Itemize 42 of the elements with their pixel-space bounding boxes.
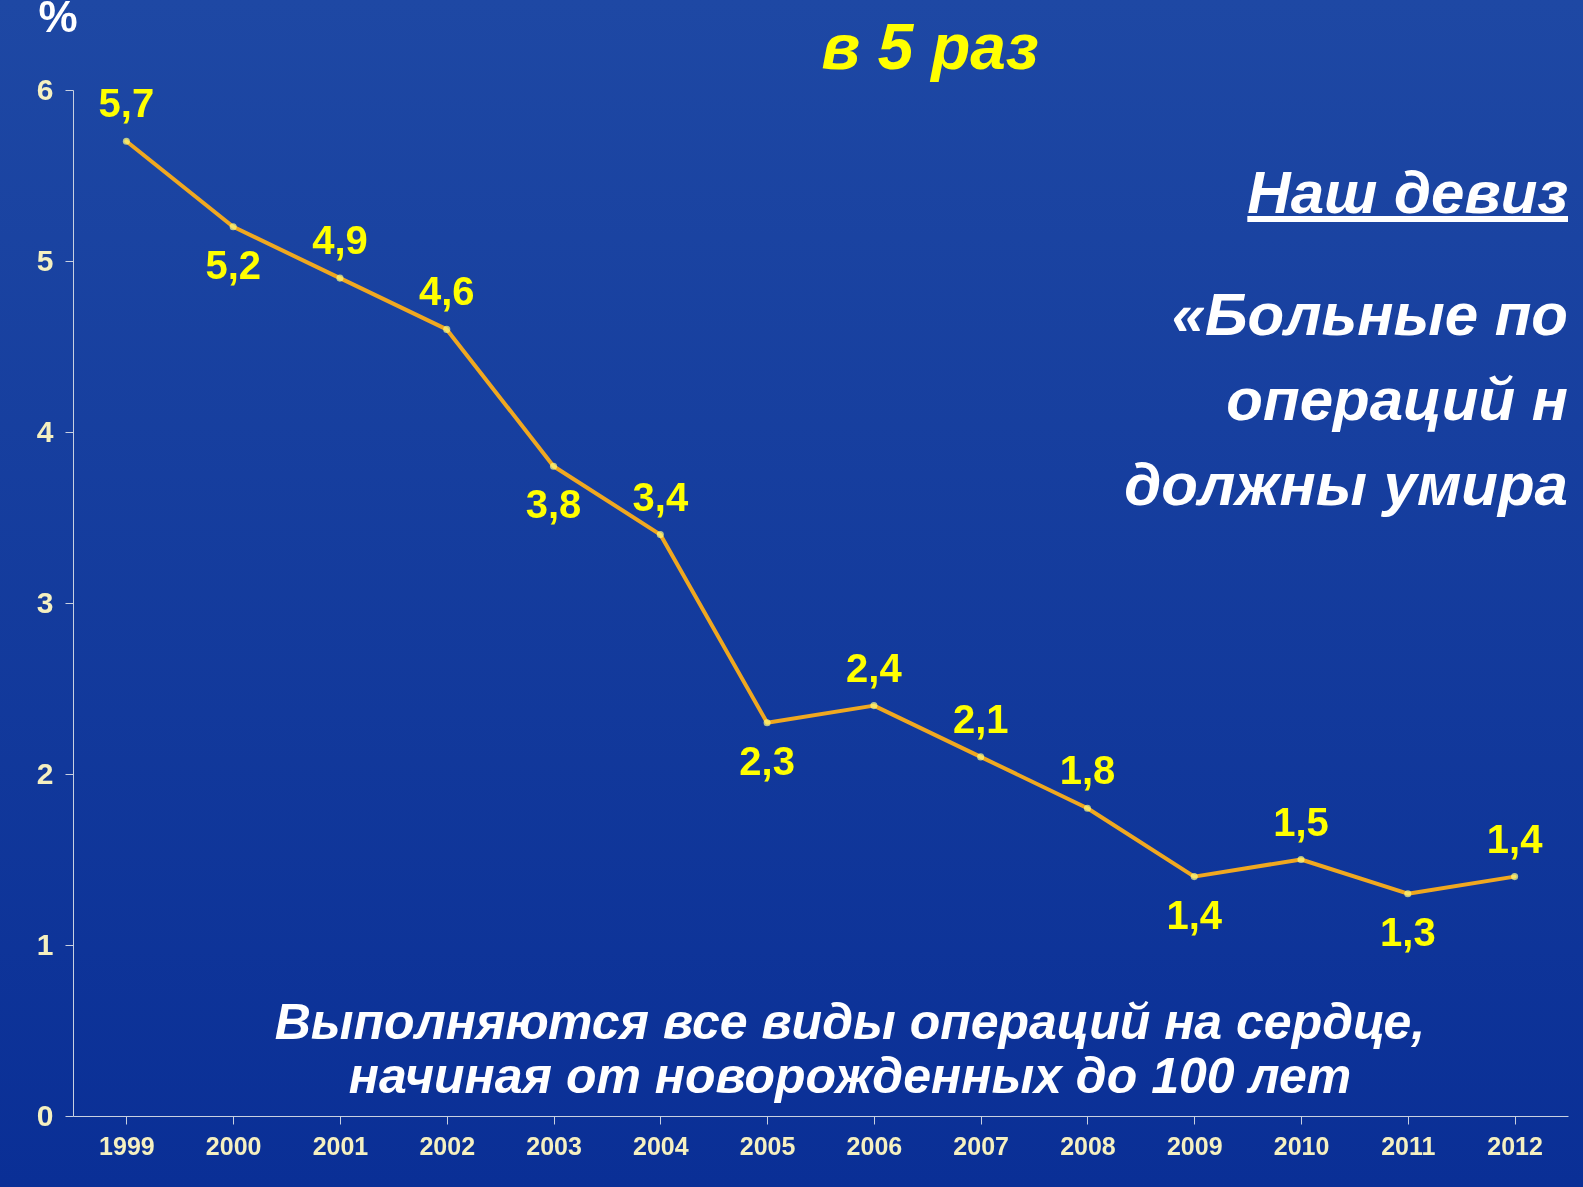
x-tick-label: 2006 <box>846 1131 903 1160</box>
y-tick-label: 4 <box>36 414 54 448</box>
y-tick-label: 0 <box>36 1098 54 1132</box>
x-tick-label: 2012 <box>1487 1131 1543 1160</box>
y-tick-label: 1 <box>36 927 54 961</box>
y-tick-label: 5 <box>36 243 54 277</box>
x-tick-label: 2002 <box>419 1131 476 1160</box>
x-tick-label: 2011 <box>1381 1131 1436 1160</box>
data-label: 1,3 <box>1380 909 1436 954</box>
x-tick-label: 2007 <box>953 1131 1009 1160</box>
data-label: 2,3 <box>739 738 795 783</box>
data-label: 1,8 <box>1059 748 1116 793</box>
annotation: Наш девиз <box>1247 158 1568 227</box>
x-tick-label: 2001 <box>312 1131 369 1160</box>
data-label: 2,4 <box>846 645 903 690</box>
x-tick-label: 2010 <box>1273 1131 1330 1160</box>
chart-title: в 5 раз <box>820 10 1040 84</box>
x-tick-label: 1999 <box>99 1131 155 1160</box>
annotation: должны умира <box>1124 450 1568 519</box>
data-label: 4,6 <box>418 269 475 314</box>
annotation: Выполняются все виды операций на сердце, начиная от новорожденных до 100 лет <box>273 994 1427 1104</box>
x-tick-label: 2004 <box>633 1131 689 1160</box>
x-tick-label: 2003 <box>526 1131 582 1160</box>
data-label: 3,8 <box>525 482 582 527</box>
annotation: операций н <box>1226 365 1568 434</box>
data-label: 3,4 <box>632 474 689 519</box>
y-axis-title: % <box>38 0 78 41</box>
y-tick-label: 2 <box>36 756 54 790</box>
y-tick-label: 6 <box>36 72 54 106</box>
data-label: 5,7 <box>98 81 155 126</box>
x-tick-label: 2005 <box>739 1131 796 1160</box>
y-tick-label: 3 <box>36 585 54 619</box>
x-tick-label: 2000 <box>205 1131 262 1160</box>
data-label: 1,4 <box>1486 816 1544 861</box>
x-tick-label: 2008 <box>1060 1131 1116 1160</box>
data-label: 2,1 <box>952 696 1009 741</box>
data-label: 4,9 <box>312 218 368 263</box>
data-label: 5,2 <box>205 242 261 287</box>
data-label: 1,5 <box>1273 799 1329 844</box>
annotation: «Больные по <box>1171 280 1568 349</box>
x-tick-label: 2009 <box>1166 1131 1223 1160</box>
data-label: 1,4 <box>1166 892 1223 937</box>
